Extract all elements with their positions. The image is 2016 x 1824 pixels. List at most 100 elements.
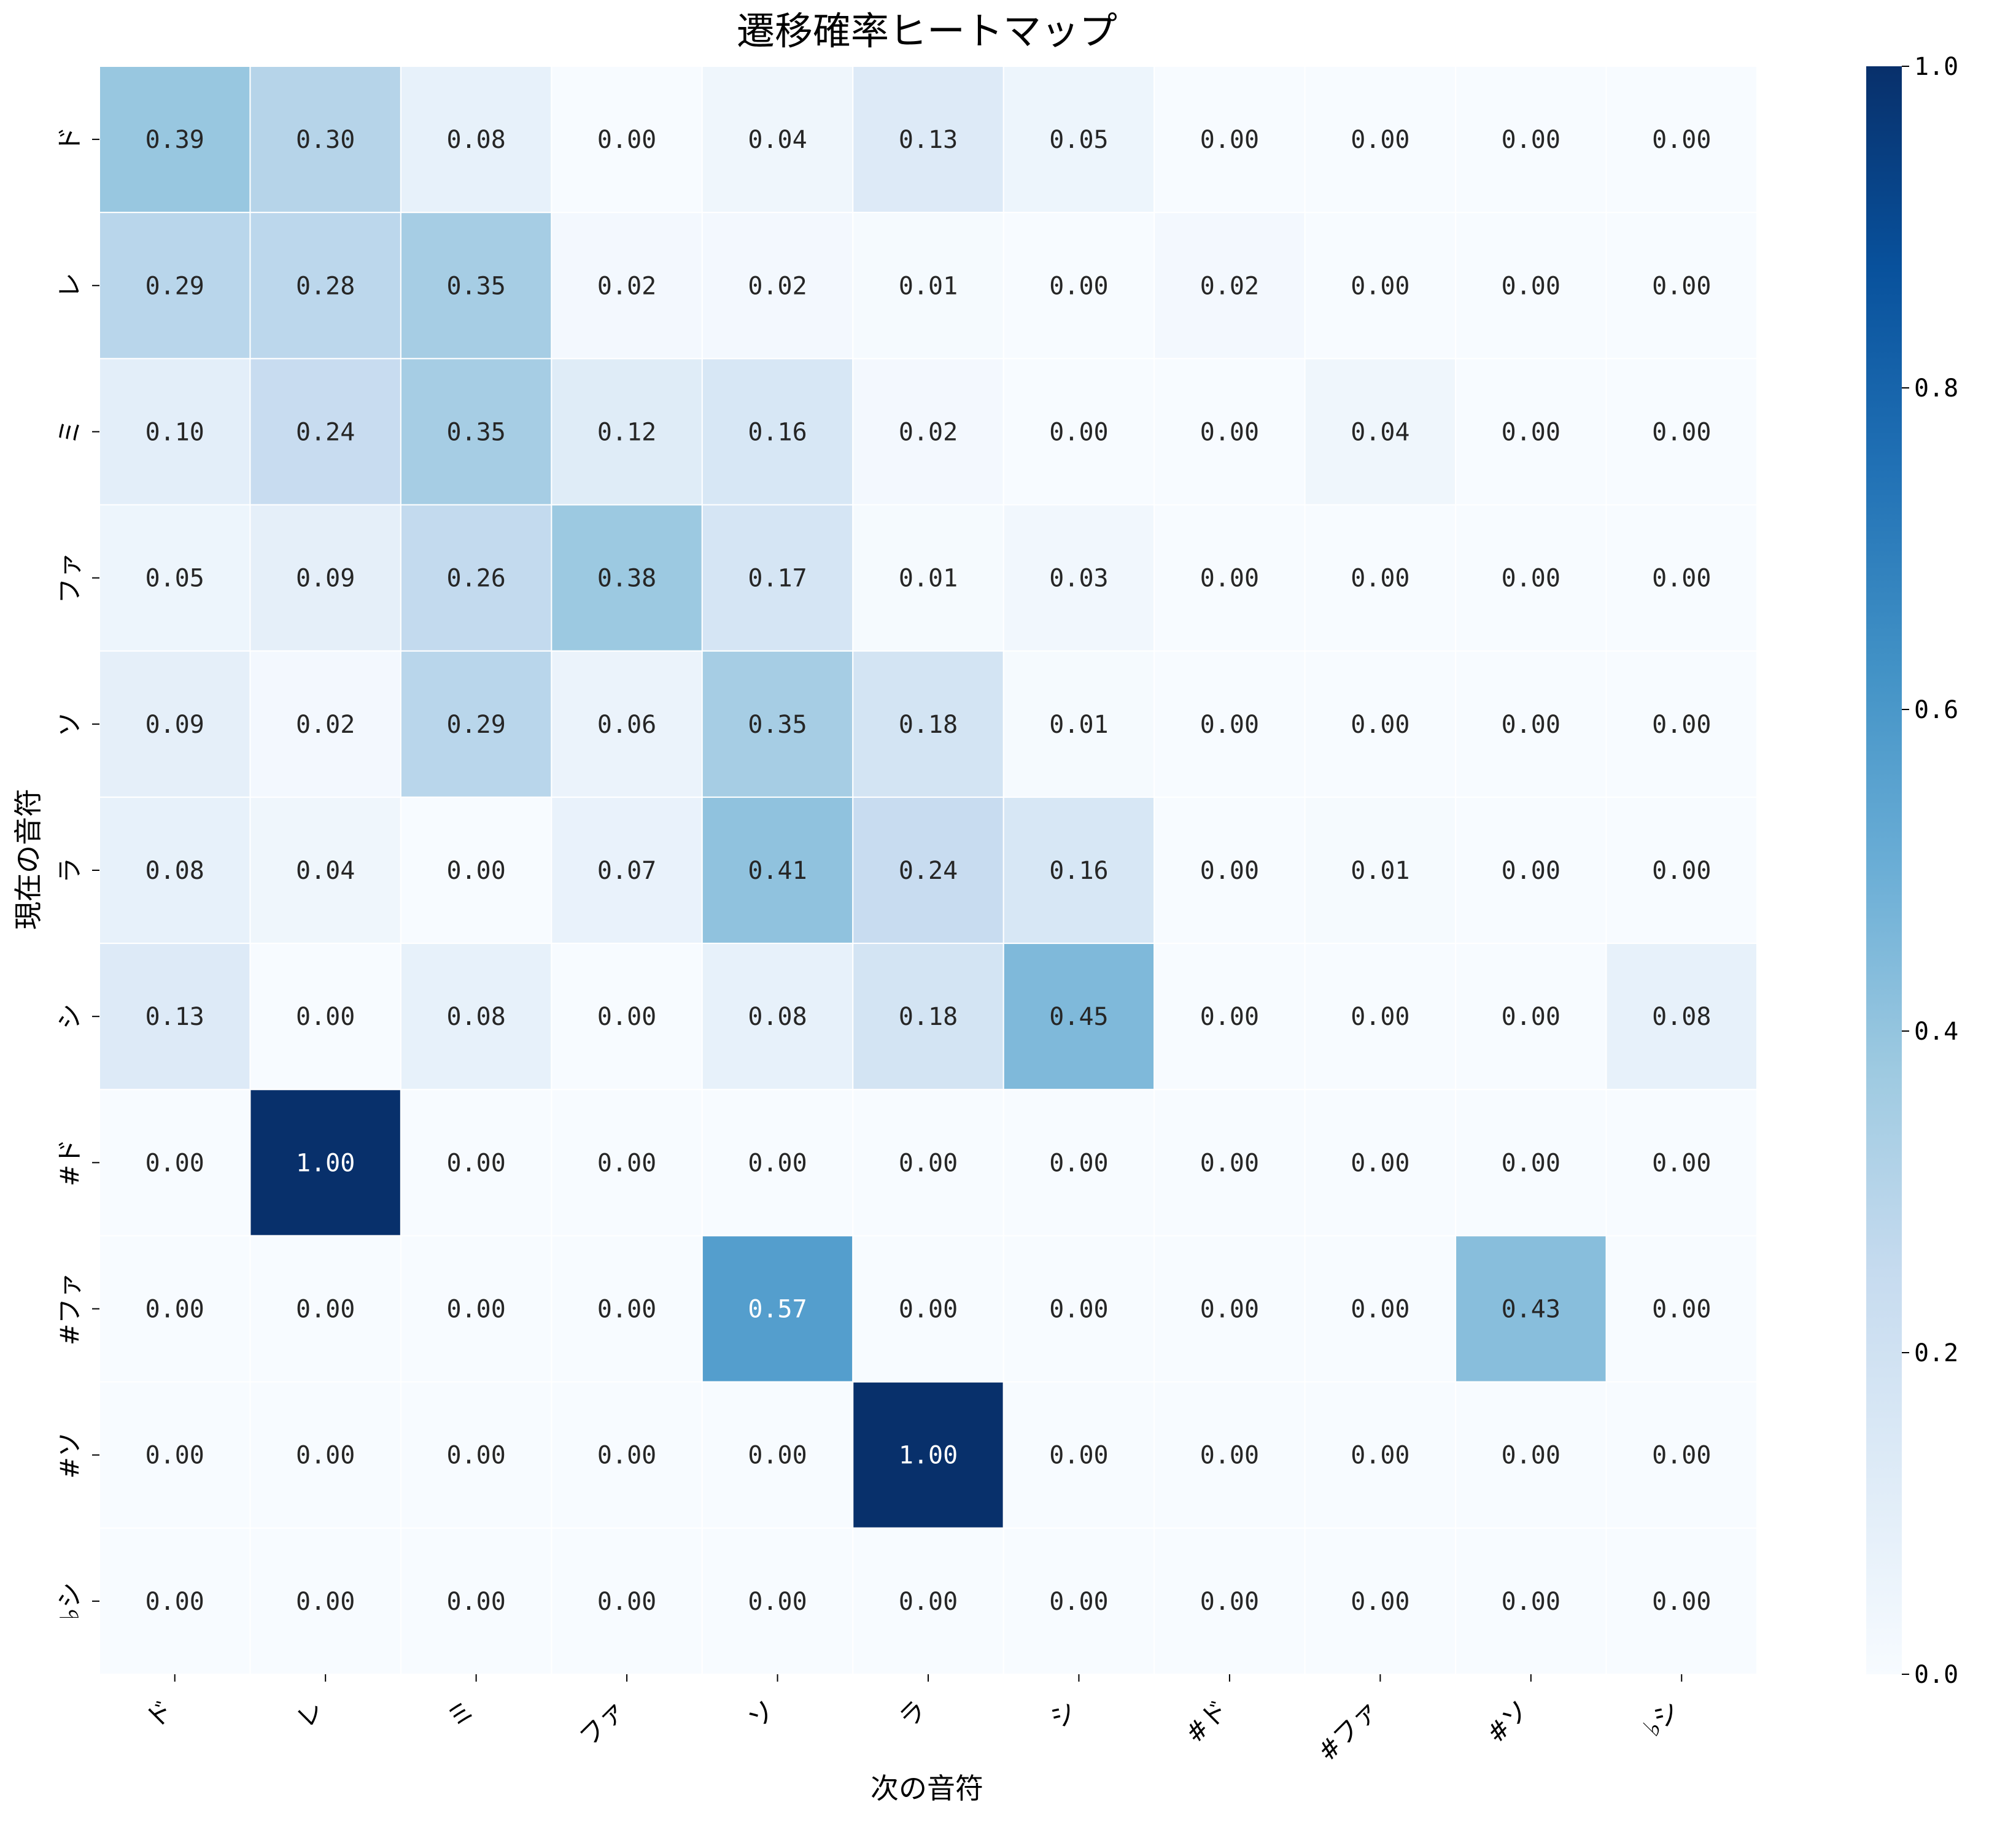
- y-tick-label: ファ: [55, 552, 85, 604]
- heatmap-cell: [852, 66, 1004, 214]
- heatmap-cell: [551, 943, 703, 1091]
- cell-value-label: 0.00: [597, 1003, 656, 1031]
- cell-value-label: 0.08: [1652, 1003, 1711, 1031]
- cell-value-label: 0.00: [1652, 418, 1711, 446]
- colorbar-tick-label: 0.8: [1914, 374, 1958, 403]
- heatmap-cell: [852, 358, 1004, 506]
- colorbar-tick-label: 0.0: [1914, 1661, 1958, 1689]
- heatmap-cell: [852, 1381, 1004, 1529]
- cell-value-label: 0.02: [1200, 272, 1259, 300]
- cell-value-label: 0.04: [1351, 418, 1409, 446]
- heatmap-cell: [1605, 504, 1758, 652]
- heatmap-cell: [99, 212, 251, 360]
- heatmap-cell: [1605, 1381, 1758, 1529]
- cell-value-label: 0.00: [1351, 272, 1409, 300]
- cell-value-label: 0.00: [597, 1296, 656, 1324]
- heatmap-cell: [551, 1235, 703, 1383]
- heatmap-cell: [99, 1527, 251, 1675]
- cell-value-label: 0.09: [296, 565, 355, 593]
- cell-value-label: 0.12: [597, 418, 656, 446]
- cell-value-label: 0.00: [1351, 1149, 1409, 1177]
- heatmap-cell: [1153, 212, 1306, 360]
- heatmap-cell: [400, 1527, 552, 1675]
- cell-value-label: 0.00: [597, 126, 656, 154]
- heatmap-cell: [1605, 1527, 1758, 1675]
- heatmap-cell: [249, 66, 401, 214]
- colorbar-ticks: 0.0 0.2 0.4 0.6 0.8 1.0: [1902, 53, 1958, 1689]
- heatmap-cell: [1455, 650, 1607, 798]
- cell-value-label: 0.00: [1200, 1442, 1259, 1470]
- cell-value-label: 0.04: [748, 126, 807, 154]
- heatmap-cell: [1455, 504, 1607, 652]
- y-axis-label: 現在の音符: [12, 789, 45, 930]
- heatmap-cell: [1605, 212, 1758, 360]
- cell-value-label: 0.01: [899, 565, 958, 593]
- cell-value-label: 0.09: [145, 711, 204, 739]
- heatmap-cell: [1304, 1381, 1457, 1529]
- cell-value-label: 0.00: [1652, 126, 1711, 154]
- cell-value-label: 0.39: [145, 126, 204, 154]
- cell-value-label: 0.00: [1200, 857, 1259, 885]
- cell-value-label: 0.57: [748, 1296, 807, 1324]
- cell-value-label: 0.00: [446, 1588, 505, 1616]
- heatmap-cell: [249, 1089, 401, 1237]
- heatmap-cell: [1304, 504, 1457, 652]
- cell-value-label: 0.00: [1652, 272, 1711, 300]
- cell-value-label: 0.35: [446, 272, 505, 300]
- y-tick-label: ド: [55, 126, 85, 152]
- heatmap-cell: [1153, 66, 1306, 214]
- cell-value-label: 0.16: [748, 418, 807, 446]
- cell-value-label: 0.00: [1502, 418, 1560, 446]
- heatmap-cell: [1304, 650, 1457, 798]
- cell-value-label: 0.00: [296, 1003, 355, 1031]
- cell-value-label: 0.00: [597, 1442, 656, 1470]
- cell-value-label: 0.00: [1351, 1588, 1409, 1616]
- heatmap-cell: [1605, 66, 1758, 214]
- cell-value-label: 0.00: [1502, 272, 1560, 300]
- heatmap-cell: [400, 650, 552, 798]
- cell-value-label: 0.00: [1502, 1003, 1560, 1031]
- cell-value-label: 0.00: [1351, 711, 1409, 739]
- heatmap-cell: [852, 1089, 1004, 1237]
- heatmap-cell: [400, 943, 552, 1091]
- heatmap-cell: [1002, 650, 1155, 798]
- heatmap-cell: [551, 796, 703, 945]
- heatmap-cell: [1605, 943, 1758, 1091]
- heatmap-cell: [1002, 1235, 1155, 1383]
- heatmap-cell: [1455, 1527, 1607, 1675]
- cell-value-label: 0.00: [296, 1442, 355, 1470]
- heatmap-cell: [1002, 358, 1155, 506]
- cell-value-label: 0.00: [1049, 272, 1108, 300]
- heatmap-cell: [400, 358, 552, 506]
- heatmap-cell: [1002, 943, 1155, 1091]
- heatmap-cell: [852, 650, 1004, 798]
- cell-value-label: 0.00: [1200, 565, 1259, 593]
- y-tick-label: レ: [55, 272, 85, 298]
- heatmap-cell: [1304, 1089, 1457, 1237]
- heatmap-cell: [400, 1235, 552, 1383]
- y-tick-label: ♭シ: [55, 1582, 85, 1620]
- cell-value-label: 0.28: [296, 272, 355, 300]
- heatmap-cell: [99, 1089, 251, 1237]
- heatmap-cell: [1304, 358, 1457, 506]
- cell-value-label: 0.00: [1049, 418, 1108, 446]
- cell-value-label: 0.00: [1652, 1588, 1711, 1616]
- x-axis-ticks: ド レ ミ ファ ソ ラ シ #ド #ファ #ソ ♭シ: [139, 1674, 1686, 1767]
- heatmap-cell: [99, 1235, 251, 1383]
- cell-value-label: 0.08: [446, 1003, 505, 1031]
- cell-value-label: 0.00: [296, 1588, 355, 1616]
- heatmap-cell: [99, 796, 251, 945]
- cell-value-label: 0.00: [1652, 1149, 1711, 1177]
- cell-value-label: 0.00: [145, 1296, 204, 1324]
- cell-value-label: 0.30: [296, 126, 355, 154]
- heatmap-cell: [1153, 1381, 1306, 1529]
- cell-value-label: 0.00: [1502, 565, 1560, 593]
- cell-value-label: 0.00: [446, 1442, 505, 1470]
- heatmap-cell: [1002, 796, 1155, 945]
- heatmap-cell: [99, 1381, 251, 1529]
- cell-value-label: 0.00: [1200, 711, 1259, 739]
- heatmap-cell: [551, 1527, 703, 1675]
